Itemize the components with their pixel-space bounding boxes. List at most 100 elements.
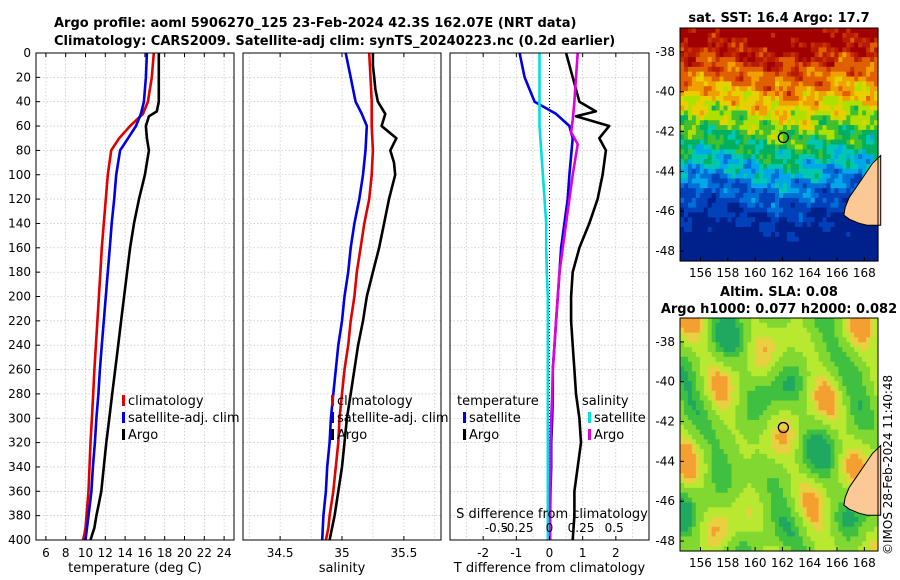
heatmap-cell	[846, 483, 851, 489]
heatmap-cell	[687, 424, 693, 431]
heatmap-cell	[727, 483, 733, 489]
heatmap-cell	[786, 487, 792, 494]
heatmap-cell	[810, 429, 816, 436]
heatmap-cell	[782, 385, 788, 392]
heatmap-cell	[711, 212, 717, 218]
heatmap-cell	[826, 236, 832, 243]
heatmap-cell	[822, 236, 828, 243]
heatmap-cell	[711, 449, 717, 455]
heatmap-cell	[767, 241, 772, 248]
heatmap-cell	[814, 173, 820, 180]
heatmap-cell	[699, 322, 705, 329]
series-line-temperature-argo	[564, 52, 611, 541]
y-tick-label: 0	[23, 46, 31, 60]
heatmap-cell	[794, 356, 800, 363]
heatmap-cell	[735, 512, 740, 518]
heatmap-cell	[822, 507, 828, 513]
heatmap-cell	[846, 129, 851, 136]
heatmap-cell	[830, 424, 836, 431]
heatmap-cell	[751, 246, 756, 252]
heatmap-cell	[830, 332, 836, 339]
heatmap-cell	[687, 376, 693, 382]
heatmap-cell	[703, 241, 709, 248]
heatmap-cell	[707, 526, 713, 533]
heatmap-cell	[822, 212, 828, 218]
heatmap-cell	[779, 251, 784, 257]
heatmap-cell	[779, 410, 784, 416]
heatmap-cell	[866, 521, 871, 528]
heatmap-cell	[818, 168, 824, 175]
heatmap-cell	[715, 149, 721, 155]
heatmap-cell	[858, 110, 863, 116]
heatmap-cell	[834, 483, 839, 489]
heatmap-cell	[850, 178, 855, 184]
heatmap-cell	[767, 173, 772, 180]
heatmap-cell	[802, 183, 808, 189]
heatmap-cell	[794, 222, 800, 228]
heatmap-cell	[723, 173, 729, 180]
heatmap-cell	[842, 507, 847, 513]
heatmap-cell	[862, 95, 867, 102]
heatmap-cell	[751, 453, 756, 460]
heatmap-cell	[739, 419, 744, 426]
heatmap-cell	[763, 473, 768, 479]
heatmap-cell	[858, 342, 863, 348]
heatmap-cell	[862, 458, 867, 465]
heatmap-cell	[759, 95, 764, 102]
heatmap-cell	[779, 453, 784, 460]
heatmap-cell	[854, 429, 859, 436]
legend-label-s-argo: Argo	[594, 428, 624, 443]
heatmap-cell	[755, 444, 760, 450]
heatmap-cell	[814, 468, 820, 474]
heatmap-cell	[723, 134, 729, 141]
heatmap-cell	[862, 453, 867, 460]
heatmap-cell	[767, 52, 772, 58]
heatmap-cell	[715, 236, 721, 243]
heatmap-cell	[747, 449, 752, 455]
legend-label-climatology: climatology	[128, 394, 204, 409]
heatmap-cell	[680, 81, 685, 87]
heatmap-cell	[874, 347, 879, 353]
heatmap-cell	[846, 120, 851, 126]
heatmap-cell	[715, 193, 721, 199]
heatmap-cell	[719, 86, 725, 92]
heatmap-cell	[743, 231, 748, 238]
heatmap-cell	[806, 536, 812, 542]
heatmap-cell	[874, 385, 879, 392]
heatmap-cell	[707, 351, 713, 358]
heatmap-cell	[874, 100, 879, 107]
heatmap-cell	[858, 351, 863, 358]
heatmap-cell	[790, 536, 796, 542]
heatmap-cell	[699, 202, 705, 209]
heatmap-cell	[763, 110, 768, 116]
heatmap-cell	[771, 57, 776, 63]
heatmap-cell	[763, 347, 768, 353]
heatmap-cell	[731, 444, 737, 450]
heatmap-cell	[691, 37, 697, 44]
heatmap-cell	[798, 366, 804, 372]
heatmap-cell	[755, 163, 760, 170]
legend-label-satellite-adj: satellite-adj. clim	[128, 411, 240, 426]
heatmap-cell	[810, 517, 816, 523]
heatmap-cell	[683, 376, 689, 382]
heatmap-cell	[751, 202, 756, 209]
heatmap-cell	[683, 449, 689, 455]
heatmap-cell	[838, 507, 843, 513]
heatmap-cell	[680, 115, 685, 121]
heatmap-cell	[759, 405, 764, 411]
heatmap-cell	[842, 512, 847, 518]
heatmap-cell	[866, 115, 871, 121]
heatmap-cell	[723, 100, 729, 107]
heatmap-cell	[680, 487, 685, 494]
heatmap-cell	[731, 487, 737, 494]
heatmap-cell	[794, 347, 800, 353]
heatmap-cell	[842, 351, 847, 358]
heatmap-cell	[814, 81, 820, 87]
heatmap-cell	[818, 342, 824, 348]
heatmap-cell	[775, 424, 780, 431]
heatmap-cell	[834, 395, 839, 402]
heatmap-cell	[763, 342, 768, 348]
legend-swatch-satellite-adj	[122, 412, 125, 423]
heatmap-cell	[798, 342, 804, 348]
heatmap-cell	[870, 100, 875, 107]
